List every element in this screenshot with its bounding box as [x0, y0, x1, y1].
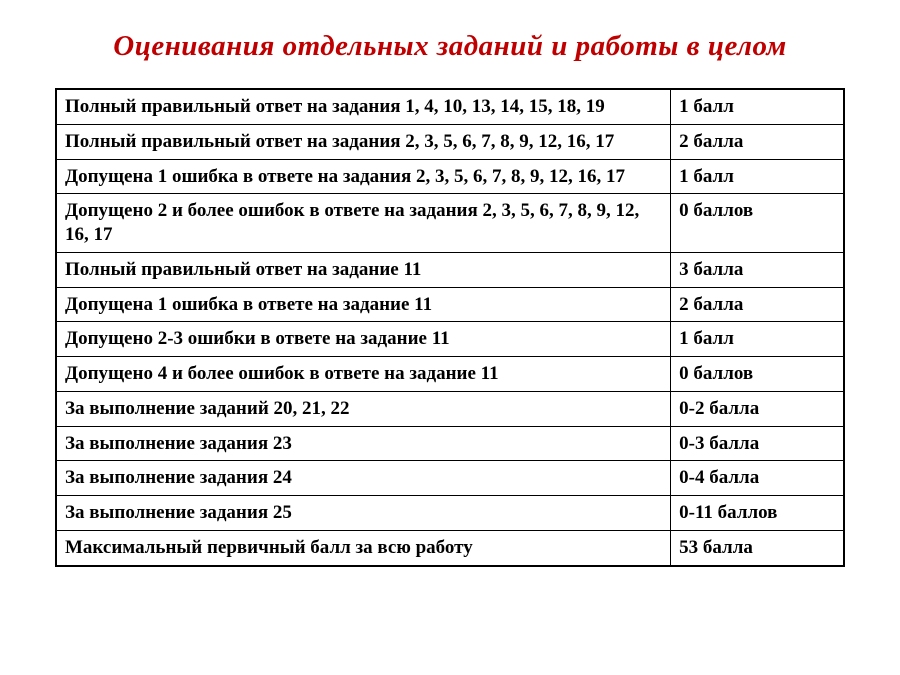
table-row: Допущена 1 ошибка в ответе на задания 2,…	[56, 159, 844, 194]
criteria-cell: Допущено 4 и более ошибок в ответе на за…	[56, 357, 671, 392]
criteria-cell: За выполнение задания 25	[56, 496, 671, 531]
score-cell: 1 балл	[671, 89, 844, 124]
table-row: Полный правильный ответ на задания 2, 3,…	[56, 124, 844, 159]
score-cell: 0-2 балла	[671, 391, 844, 426]
criteria-cell: Полный правильный ответ на задания 1, 4,…	[56, 89, 671, 124]
score-cell: 1 балл	[671, 159, 844, 194]
table-row: За выполнение задания 24 0-4 балла	[56, 461, 844, 496]
criteria-cell: Допущена 1 ошибка в ответе на задание 11	[56, 287, 671, 322]
criteria-cell: За выполнение задания 24	[56, 461, 671, 496]
table-row: Допущено 2 и более ошибок в ответе на за…	[56, 194, 844, 253]
table-row: Полный правильный ответ на задания 1, 4,…	[56, 89, 844, 124]
table-row: Допущена 1 ошибка в ответе на задание 11…	[56, 287, 844, 322]
table-row: За выполнение заданий 20, 21, 22 0-2 бал…	[56, 391, 844, 426]
table-row-total: Максимальный первичный балл за всю работ…	[56, 530, 844, 565]
criteria-cell: Допущено 2 и более ошибок в ответе на за…	[56, 194, 671, 253]
table-row: За выполнение задания 23 0-3 балла	[56, 426, 844, 461]
criteria-cell: Допущена 1 ошибка в ответе на задания 2,…	[56, 159, 671, 194]
criteria-cell: Максимальный первичный балл за всю работ…	[56, 530, 671, 565]
criteria-cell: Допущено 2-3 ошибки в ответе на задание …	[56, 322, 671, 357]
score-cell: 0-11 баллов	[671, 496, 844, 531]
score-cell: 2 балла	[671, 287, 844, 322]
table-row: Допущено 2-3 ошибки в ответе на задание …	[56, 322, 844, 357]
score-cell: 0-3 балла	[671, 426, 844, 461]
criteria-cell: Полный правильный ответ на задания 2, 3,…	[56, 124, 671, 159]
criteria-cell: Полный правильный ответ на задание 11	[56, 252, 671, 287]
score-cell: 0-4 балла	[671, 461, 844, 496]
score-cell: 53 балла	[671, 530, 844, 565]
grading-table: Полный правильный ответ на задания 1, 4,…	[55, 88, 845, 567]
criteria-cell: За выполнение задания 23	[56, 426, 671, 461]
criteria-cell: За выполнение заданий 20, 21, 22	[56, 391, 671, 426]
page-title: Оценивания отдельных заданий и работы в …	[55, 30, 845, 63]
table-row: За выполнение задания 25 0-11 баллов	[56, 496, 844, 531]
score-cell: 0 баллов	[671, 194, 844, 253]
score-cell: 3 балла	[671, 252, 844, 287]
score-cell: 0 баллов	[671, 357, 844, 392]
score-cell: 2 балла	[671, 124, 844, 159]
score-cell: 1 балл	[671, 322, 844, 357]
grading-table-body: Полный правильный ответ на задания 1, 4,…	[56, 89, 844, 566]
table-row: Полный правильный ответ на задание 11 3 …	[56, 252, 844, 287]
table-row: Допущено 4 и более ошибок в ответе на за…	[56, 357, 844, 392]
